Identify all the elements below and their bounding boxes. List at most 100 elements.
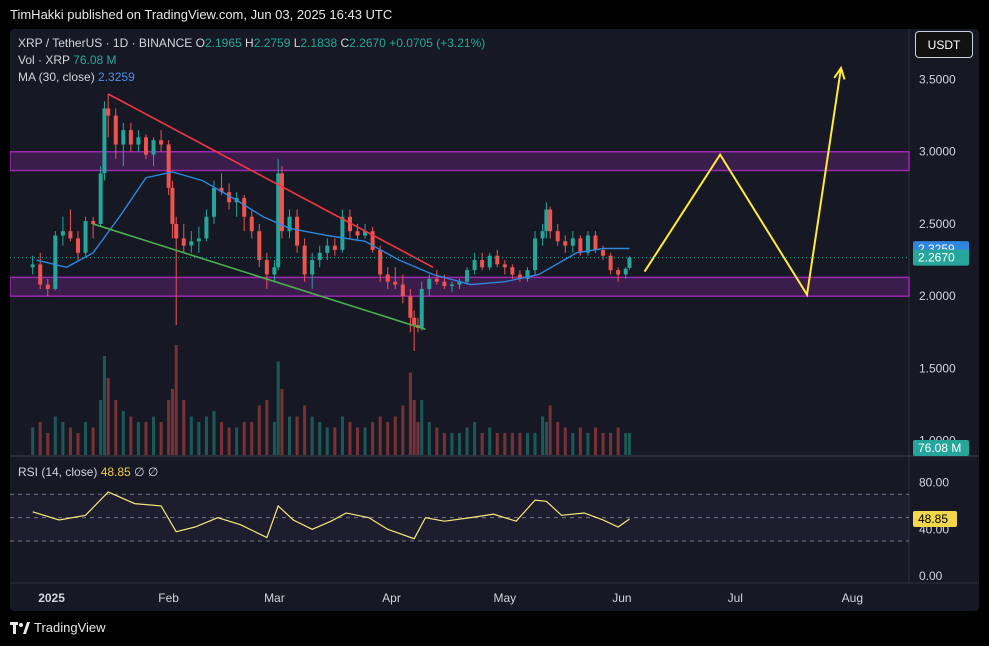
volume-bar (363, 427, 367, 455)
high-label: H (245, 36, 254, 50)
volume-bar (401, 405, 405, 455)
volume-bar (61, 422, 65, 455)
volume-bar (480, 433, 484, 455)
volume-bar (627, 433, 631, 455)
candle-body (113, 115, 118, 145)
volume-bar (541, 416, 545, 455)
volume-bar (624, 433, 628, 455)
last-price-label-bg (913, 249, 969, 266)
volume-bar (129, 416, 133, 455)
volume-bar (458, 433, 461, 455)
candle-body (325, 245, 330, 253)
currency-button[interactable]: USDT (915, 31, 973, 58)
candle-body (249, 216, 254, 232)
volume-bar (106, 378, 110, 455)
rsi-band-fill (10, 494, 909, 542)
candle-body (159, 140, 164, 145)
candle-body (434, 278, 439, 282)
volume-bar (435, 427, 439, 455)
candle-body (442, 281, 447, 287)
volume-bar (616, 427, 620, 455)
candle-body (98, 173, 103, 224)
price-tick-label: 2.0000 (919, 289, 956, 303)
candle-body (53, 235, 58, 289)
change-value: +0.0705 (+3.21%) (389, 36, 486, 50)
volume-bar (563, 427, 567, 455)
open-value: 2.1965 (204, 36, 242, 50)
candle-body (385, 274, 390, 282)
candle-body (242, 197, 247, 217)
volume-bar (99, 400, 103, 455)
candle-body (408, 296, 413, 318)
support-trendline (92, 223, 426, 331)
volume-bar (31, 427, 35, 455)
time-tick-label: Jul (728, 591, 743, 605)
candle-body (143, 137, 148, 155)
volume-scale-label: 76.08 M (918, 441, 961, 455)
candle-body (563, 241, 568, 246)
volume-scale-label-bg (913, 440, 969, 456)
volume-bar (170, 389, 174, 455)
volume-bar (227, 427, 231, 455)
ma-row: MA (30, close) 2.3259 (18, 69, 485, 86)
price-tick-label: 1.5000 (919, 361, 956, 375)
price-chart[interactable]: 3.50003.00002.50002.00001.50001.00002.32… (10, 29, 979, 611)
publisher-caption: TimHakki published on TradingView.com, J… (10, 7, 393, 22)
rsi-value-label: 48.85 (918, 512, 948, 526)
chart-frame[interactable]: XRP / TetherUS · 1D · BINANCE O2.1965 H2… (10, 29, 979, 611)
volume-bar (325, 427, 329, 455)
candle-body (419, 288, 424, 328)
volume-bar (525, 433, 529, 455)
volume-bar (356, 427, 360, 455)
volume-bar (450, 433, 454, 455)
rsi-label[interactable]: RSI (14, close) (18, 465, 98, 479)
volume-bar (318, 422, 322, 455)
candle-body (332, 245, 337, 250)
ma-label[interactable]: MA (30, close) (18, 70, 95, 84)
projection-path (643, 67, 842, 298)
volume-bar (503, 433, 507, 455)
candle-body (601, 249, 606, 256)
candle-body (106, 108, 111, 116)
candle-body (38, 264, 43, 285)
volume-bar (548, 405, 552, 455)
volume-label[interactable]: Vol · XRP (18, 53, 70, 67)
candle-body (427, 278, 432, 289)
rsi-tick-label: 80.00 (919, 476, 949, 490)
rsi-visibility-icons[interactable]: ∅ ∅ (134, 465, 159, 479)
candle-body (517, 274, 522, 279)
candle-body (60, 231, 65, 236)
candle-body (378, 249, 383, 275)
volume-bar (53, 416, 57, 455)
candle-body (472, 260, 477, 271)
volume-bar (348, 422, 352, 455)
volume-bar (609, 433, 613, 455)
time-tick-label: Aug (842, 591, 863, 605)
volume-bar (510, 433, 514, 455)
symbol-legend: XRP / TetherUS · 1D · BINANCE O2.1965 H2… (18, 35, 485, 86)
candle-body (347, 216, 352, 232)
candle-body (623, 268, 628, 275)
volume-bar (371, 422, 375, 455)
price-tick-label: 3.0000 (919, 145, 956, 159)
volume-bar (420, 400, 424, 455)
volume-bar (280, 389, 284, 455)
candle-body (555, 231, 560, 242)
resistance-trendline (107, 93, 434, 268)
low-value: 2.1838 (300, 36, 338, 50)
candle-body (585, 235, 590, 253)
candle-body (370, 231, 375, 250)
volume-bar (46, 433, 50, 455)
candle-body (340, 216, 345, 250)
symbol-label[interactable]: XRP / TetherUS · 1D · BINANCE (18, 36, 193, 50)
volume-bar (84, 422, 88, 455)
candle-body (525, 270, 530, 279)
volume-bar (340, 416, 344, 455)
volume-bar (518, 433, 522, 455)
volume-bar (204, 416, 208, 455)
volume-bar (533, 433, 537, 455)
volume-bar (152, 416, 156, 455)
candle-body (412, 317, 417, 326)
volume-bar (412, 400, 416, 455)
time-tick-label: 2025 (38, 591, 65, 605)
